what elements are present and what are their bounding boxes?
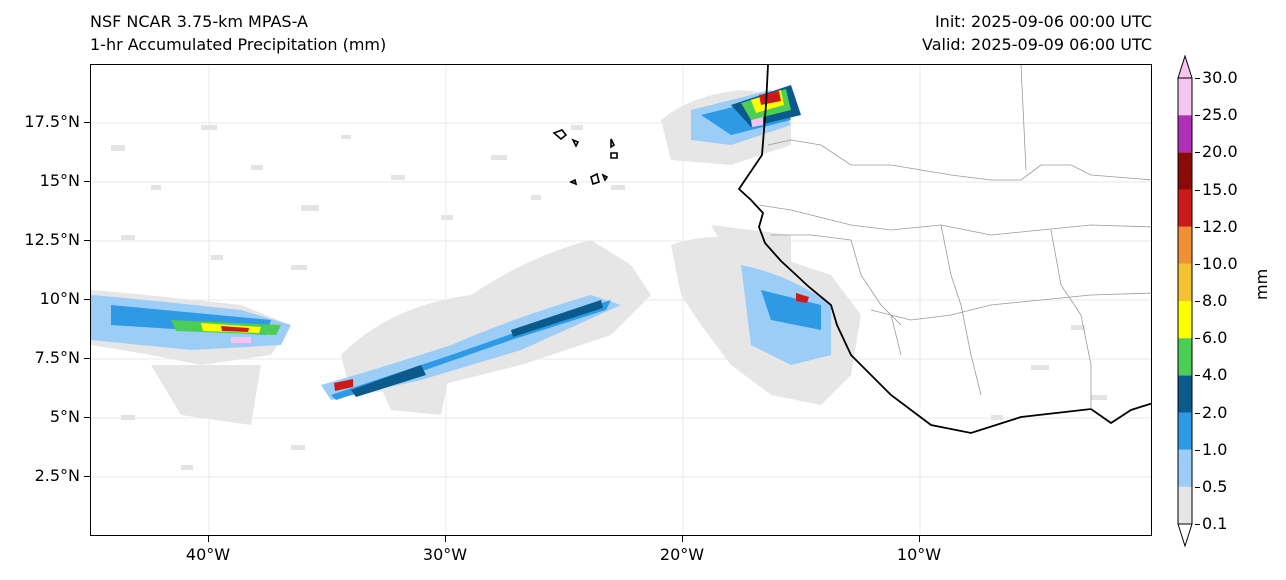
colorbar-segment <box>1178 486 1192 524</box>
colorbar-level-label: 30.0 <box>1202 68 1238 87</box>
colorbar-level-label: 20.0 <box>1202 142 1238 162</box>
colorbar-tick <box>1195 226 1200 228</box>
precip-red-areas <box>221 91 809 391</box>
colorbar-segment <box>1178 449 1192 487</box>
colorbar-level-label: 15.0 <box>1202 179 1238 199</box>
colorbar-tick <box>1195 301 1200 302</box>
colorbar-segment <box>1178 375 1192 413</box>
colorbar-segment <box>1178 412 1192 450</box>
colorbar-tick <box>1195 449 1200 451</box>
lat-tick-label: 2.5°N <box>34 466 80 485</box>
valid-time: Valid: 2025-09-09 06:00 UTC <box>921 35 1152 54</box>
colorbar-tick <box>1195 524 1200 525</box>
map-canvas <box>91 65 1151 535</box>
lon-tick-label: 20°W <box>659 545 705 564</box>
lon-tick-mark <box>919 536 920 542</box>
colorbar-segment <box>1178 338 1192 376</box>
lat-tick-label: 5°N <box>49 407 80 426</box>
precipitation-map[interactable] <box>90 64 1152 536</box>
colorbar-segment <box>1178 263 1192 301</box>
colorbar-level-label: 25.0 <box>1202 105 1238 125</box>
colorbar-level-label: 6.0 <box>1202 328 1228 348</box>
colorbar-segment <box>1178 301 1192 339</box>
map-title: NSF NCAR 3.75-km MPAS-A <box>90 12 308 31</box>
coastline <box>737 65 1151 434</box>
lon-tick-mark <box>445 536 446 542</box>
gridlines <box>91 65 1151 535</box>
lat-tick-label: 7.5°N <box>34 348 80 367</box>
colorbar-tick <box>1195 486 1200 488</box>
colorbar-tick <box>1195 78 1200 79</box>
lat-tick-mark <box>84 358 90 359</box>
precip-speckles <box>111 125 1107 470</box>
colorbar-level-label: 12.0 <box>1202 216 1238 236</box>
lon-tick-label: 30°W <box>422 545 468 564</box>
lat-tick-label: 15°N <box>39 171 80 190</box>
colorbar-level-label: 8.0 <box>1202 291 1228 310</box>
colorbar-tick <box>1195 412 1200 414</box>
colorbar-tick <box>1195 375 1200 377</box>
lat-tick-label: 17.5°N <box>24 112 80 131</box>
colorbar-tick <box>1195 115 1200 117</box>
colorbar-min-arrow <box>1177 523 1193 547</box>
colorbar-level-label: 1.0 <box>1202 439 1228 459</box>
colorbar-units: mm <box>1252 268 1271 300</box>
lat-tick-mark <box>84 181 90 182</box>
product-subtitle: 1-hr Accumulated Precipitation (mm) <box>90 35 387 54</box>
colorbar <box>1177 55 1193 547</box>
colorbar-tick <box>1195 189 1200 191</box>
colorbar-level-label: 4.0 <box>1202 365 1228 385</box>
lat-tick-mark <box>84 122 90 123</box>
lon-tick-mark <box>682 536 683 542</box>
lon-tick-label: 40°W <box>185 545 231 564</box>
lon-tick-label: 10°W <box>896 545 942 564</box>
colorbar-level-label: 2.0 <box>1202 402 1228 422</box>
colorbar-tick <box>1195 263 1200 265</box>
colorbar-segment <box>1178 189 1192 227</box>
colorbar-segment <box>1178 226 1192 264</box>
lat-tick-mark <box>84 476 90 477</box>
precip-light-areas <box>91 90 861 425</box>
colorbar-tick <box>1195 152 1200 154</box>
lat-tick-label: 12.5°N <box>24 230 80 249</box>
colorbar-max-arrow <box>1177 55 1193 79</box>
init-time: Init: 2025-09-06 00:00 UTC <box>934 12 1152 31</box>
precip-pink-areas <box>231 117 763 343</box>
country-borders <box>758 65 1151 409</box>
lat-tick-label: 10°N <box>39 289 80 308</box>
colorbar-segment <box>1178 78 1192 116</box>
colorbar-tick <box>1195 338 1200 340</box>
colorbar-outline <box>1177 77 1193 525</box>
lat-tick-mark <box>84 240 90 241</box>
lat-tick-mark <box>84 299 90 300</box>
lat-tick-mark <box>84 417 90 418</box>
cape-verde-islands <box>552 129 618 186</box>
lon-tick-mark <box>208 536 209 542</box>
colorbar-level-label: 0.1 <box>1202 514 1228 533</box>
colorbar-segment <box>1178 152 1192 190</box>
colorbar-level-label: 10.0 <box>1202 253 1238 273</box>
colorbar-level-label: 0.5 <box>1202 476 1228 496</box>
colorbar-segment <box>1178 115 1192 153</box>
